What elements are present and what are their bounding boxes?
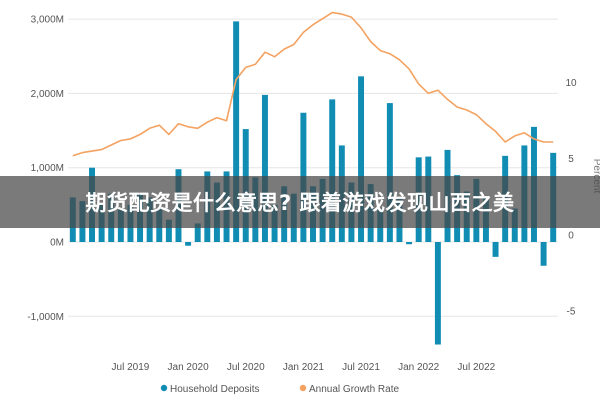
x-tick-label: Jan 2020 bbox=[168, 362, 210, 373]
bar bbox=[261, 94, 268, 243]
banner-text: 期货配资是什么意思? 跟着游戏发现山西之美 bbox=[85, 191, 515, 215]
growth-rate-line bbox=[72, 11, 554, 157]
left-axis: 3,000M 2,000M 1,000M 0M -1,000M bbox=[27, 15, 64, 323]
left-tick-label: 3,000M bbox=[31, 15, 64, 26]
legend: Household Deposits Annual Growth Rate bbox=[160, 384, 399, 395]
x-tick-label: Jul 2019 bbox=[112, 362, 150, 373]
bar bbox=[492, 242, 499, 257]
legend-label-annual-growth-rate: Annual Growth Rate bbox=[309, 384, 399, 395]
bar bbox=[406, 242, 413, 245]
bar bbox=[194, 223, 201, 242]
gridlines bbox=[68, 18, 558, 317]
x-tick-label: Jul 2021 bbox=[342, 362, 380, 373]
line-series-annual-growth-rate bbox=[72, 11, 554, 157]
right-tick-label: 10 bbox=[565, 78, 577, 89]
left-tick-label: -1,000M bbox=[27, 312, 64, 323]
left-tick-label: 0M bbox=[50, 238, 64, 249]
left-tick-label: 1,000M bbox=[31, 163, 64, 174]
right-axis: 10 5 0 -5 bbox=[565, 78, 577, 317]
legend-label-household-deposits: Household Deposits bbox=[170, 384, 260, 395]
legend-marker-household-deposits bbox=[160, 384, 168, 392]
bar bbox=[358, 76, 365, 242]
bar bbox=[233, 21, 240, 242]
left-tick-label: 2,000M bbox=[31, 89, 64, 100]
x-tick-label: Jan 2021 bbox=[283, 362, 325, 373]
overlay-banner: 期货配资是什么意思? 跟着游戏发现山西之美 bbox=[0, 176, 600, 228]
legend-marker-annual-growth-rate bbox=[299, 384, 307, 392]
bar bbox=[386, 103, 393, 242]
right-tick-label: 0 bbox=[568, 230, 574, 241]
x-tick-label: Jul 2020 bbox=[227, 362, 265, 373]
right-tick-label: -5 bbox=[567, 306, 576, 317]
bar bbox=[540, 242, 547, 266]
bar bbox=[329, 99, 336, 242]
bar bbox=[185, 242, 192, 246]
x-tick-label: Jul 2022 bbox=[457, 362, 495, 373]
right-tick-label: 5 bbox=[568, 154, 574, 165]
x-tick-label: Jan 2022 bbox=[398, 362, 440, 373]
bar bbox=[165, 219, 172, 242]
bar bbox=[434, 242, 441, 345]
x-axis: Jul 2019 Jan 2020 Jul 2020 Jan 2021 Jul 2021… bbox=[112, 362, 496, 373]
